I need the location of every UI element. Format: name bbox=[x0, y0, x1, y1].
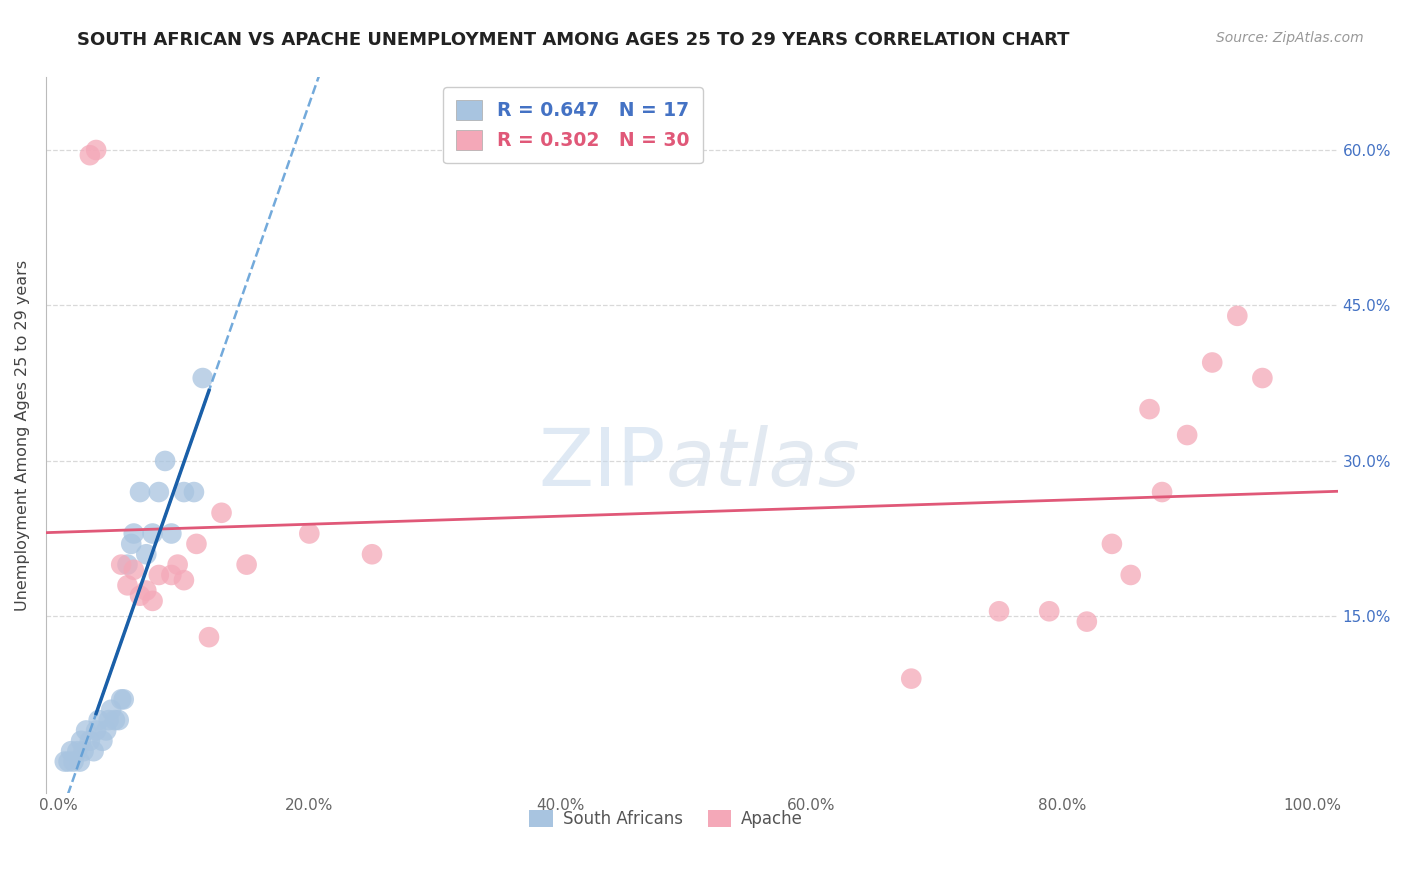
Point bbox=[120, 537, 142, 551]
Point bbox=[183, 485, 205, 500]
Point bbox=[166, 558, 188, 572]
Point bbox=[87, 713, 110, 727]
Point bbox=[84, 723, 107, 738]
Y-axis label: Unemployment Among Ages 25 to 29 years: Unemployment Among Ages 25 to 29 years bbox=[15, 260, 30, 611]
Point bbox=[117, 558, 139, 572]
Legend: South Africans, Apache: South Africans, Apache bbox=[523, 803, 810, 834]
Point bbox=[1038, 604, 1060, 618]
Point bbox=[1226, 309, 1249, 323]
Text: atlas: atlas bbox=[666, 425, 860, 503]
Point bbox=[135, 547, 157, 561]
Point bbox=[107, 713, 129, 727]
Point bbox=[62, 755, 84, 769]
Point bbox=[1251, 371, 1274, 385]
Point bbox=[112, 692, 135, 706]
Point bbox=[1175, 428, 1198, 442]
Point bbox=[186, 537, 208, 551]
Point bbox=[142, 526, 165, 541]
Point bbox=[148, 568, 170, 582]
Point bbox=[1076, 615, 1098, 629]
Point bbox=[110, 558, 132, 572]
Point bbox=[211, 506, 233, 520]
Point bbox=[58, 755, 80, 769]
Point bbox=[142, 594, 165, 608]
Point bbox=[900, 672, 922, 686]
Point bbox=[129, 485, 152, 500]
Text: SOUTH AFRICAN VS APACHE UNEMPLOYMENT AMONG AGES 25 TO 29 YEARS CORRELATION CHART: SOUTH AFRICAN VS APACHE UNEMPLOYMENT AMO… bbox=[77, 31, 1070, 49]
Point bbox=[69, 755, 91, 769]
Point bbox=[79, 148, 101, 162]
Point bbox=[91, 734, 114, 748]
Text: Source: ZipAtlas.com: Source: ZipAtlas.com bbox=[1216, 31, 1364, 45]
Point bbox=[1201, 355, 1223, 369]
Point bbox=[84, 143, 107, 157]
Point bbox=[173, 573, 195, 587]
Point bbox=[100, 703, 122, 717]
Point bbox=[160, 526, 183, 541]
Point bbox=[129, 589, 152, 603]
Point bbox=[148, 485, 170, 500]
Point bbox=[361, 547, 384, 561]
Point bbox=[110, 692, 132, 706]
Point bbox=[60, 744, 83, 758]
Point bbox=[298, 526, 321, 541]
Point bbox=[79, 734, 101, 748]
Point bbox=[1152, 485, 1174, 500]
Point bbox=[988, 604, 1011, 618]
Point bbox=[153, 454, 176, 468]
Point bbox=[198, 630, 221, 644]
Point bbox=[75, 723, 97, 738]
Point bbox=[83, 744, 105, 758]
Point bbox=[191, 371, 214, 385]
Point bbox=[122, 526, 145, 541]
Point bbox=[1119, 568, 1142, 582]
Point bbox=[96, 723, 118, 738]
Point bbox=[235, 558, 257, 572]
Point bbox=[135, 583, 157, 598]
Point bbox=[160, 568, 183, 582]
Point bbox=[1139, 402, 1161, 417]
Point bbox=[104, 713, 127, 727]
Point bbox=[122, 563, 145, 577]
Text: ZIP: ZIP bbox=[538, 425, 666, 503]
Point bbox=[1101, 537, 1123, 551]
Point bbox=[70, 734, 93, 748]
Point bbox=[117, 578, 139, 592]
Point bbox=[97, 713, 120, 727]
Point bbox=[66, 744, 89, 758]
Point bbox=[173, 485, 195, 500]
Point bbox=[53, 755, 76, 769]
Point bbox=[72, 744, 94, 758]
